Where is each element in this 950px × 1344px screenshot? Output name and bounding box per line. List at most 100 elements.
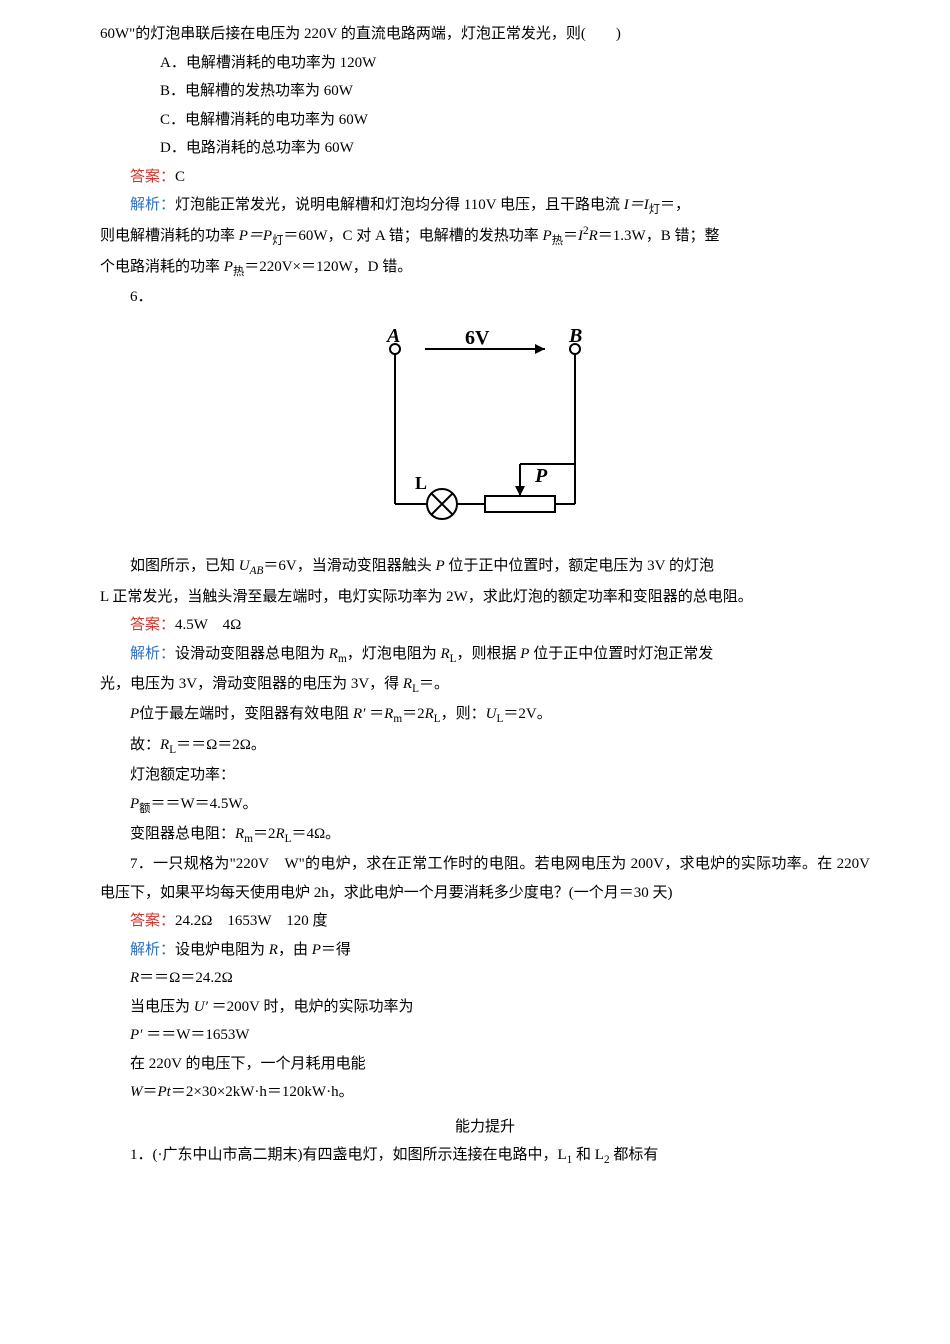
var: U xyxy=(239,558,250,574)
q6-answer-text: 4.5W 4Ω xyxy=(175,617,241,633)
sub: 灯 xyxy=(649,204,660,216)
var: I＝I xyxy=(624,197,649,213)
text: ＝得 xyxy=(321,942,351,958)
q7-a-line4: P′ ＝＝W＝1653W xyxy=(100,1021,870,1050)
fig-volt: 6V xyxy=(465,327,490,349)
sub: 额 xyxy=(139,803,150,815)
analysis-label: 解析： xyxy=(130,942,175,958)
var: R xyxy=(160,737,169,753)
text: 当电压为 xyxy=(130,999,194,1015)
q5-answer: 答案：C xyxy=(100,163,870,192)
var: U′ xyxy=(194,999,208,1015)
q7-a-line6: W＝Pt＝2×30×2kW·h＝120kW·h。 xyxy=(100,1078,870,1107)
q6-number: 6． xyxy=(100,283,870,312)
var: P xyxy=(312,942,321,958)
q6-answer: 答案：4.5W 4Ω xyxy=(100,611,870,640)
var: R xyxy=(130,970,139,986)
text: ＝ xyxy=(143,1084,158,1100)
var: R xyxy=(235,826,244,842)
q7-answer: 答案：24.2Ω 1653W 120 度 xyxy=(100,907,870,936)
text: ＝＝W＝1653W xyxy=(142,1027,249,1043)
text: ，由 xyxy=(278,942,312,958)
var: R xyxy=(384,706,393,722)
var: R xyxy=(269,942,278,958)
q6-a-line2: 光，电压为 3V，滑动变阻器的电压为 3V，得 RL＝。 xyxy=(100,670,870,700)
answer-label: 答案： xyxy=(130,913,175,929)
sub: 热 xyxy=(552,235,563,247)
text: 灯泡能正常发光，说明电解槽和灯泡均分得 110V 电压，且干路电流 xyxy=(175,197,624,213)
text: ＝， xyxy=(660,197,690,213)
var: R xyxy=(440,646,449,662)
text: ，则： xyxy=(441,706,486,722)
var: R xyxy=(275,826,284,842)
q7-a-line2: R＝＝Ω＝24.2Ω xyxy=(100,964,870,993)
fig-A: A xyxy=(385,325,400,347)
circuit-figure: A B 6V L xyxy=(100,324,870,545)
text: ＝＝Ω＝2Ω。 xyxy=(176,737,266,753)
sub: L xyxy=(434,713,441,725)
text: ＝ xyxy=(365,706,384,722)
q5-analysis-line2: 则电解槽消耗的功率 P＝P灯＝60W，C 对 A 错；电解槽的发热功率 P热＝I… xyxy=(100,221,870,252)
var: P xyxy=(130,706,139,722)
var: R xyxy=(589,228,598,244)
text: 位于正中位置时灯泡正常发 xyxy=(529,646,713,662)
q6-stem-line1: 如图所示，已知 UAB＝6V，当滑动变阻器触头 P 位于正中位置时，额定电压为 … xyxy=(100,552,870,582)
sub: 灯 xyxy=(272,235,283,247)
q7-stem: 7．一只规格为"220V W"的电炉，求在正常工作时的电阻。若电网电压为 200… xyxy=(100,850,870,907)
var: P xyxy=(435,558,444,574)
text: ＝4Ω。 xyxy=(292,826,341,842)
text: 和 L xyxy=(572,1147,604,1163)
fig-P: P xyxy=(534,465,548,487)
text: ＝＝Ω＝24.2Ω xyxy=(139,970,233,986)
q5-answer-text: C xyxy=(175,169,185,185)
q7-answer-text: 24.2Ω 1653W 120 度 xyxy=(175,913,328,929)
text: 如图所示，已知 xyxy=(130,558,239,574)
section-title: 能力提升 xyxy=(100,1113,870,1142)
fig-B: B xyxy=(568,325,582,347)
text: ＝ xyxy=(563,228,578,244)
text: 位于最左端时，变阻器有效电阻 xyxy=(139,706,353,722)
text: 设电炉电阻为 xyxy=(175,942,269,958)
text: ＝1.3W，B 错；整 xyxy=(598,228,720,244)
text: ＝＝W＝4.5W。 xyxy=(150,796,257,812)
sub: L xyxy=(412,683,419,695)
q5-option-d: D．电路消耗的总功率为 60W xyxy=(100,134,870,163)
text: 故： xyxy=(130,737,160,753)
text: ＝。 xyxy=(419,676,449,692)
var: P xyxy=(543,228,552,244)
text: ＝220V×＝120W，D 错。 xyxy=(244,259,412,275)
text: ＝200V 时，电炉的实际功率为 xyxy=(208,999,414,1015)
var: U xyxy=(486,706,497,722)
analysis-label: 解析： xyxy=(130,646,175,662)
circuit-svg: A B 6V L xyxy=(355,324,615,534)
var: Pt xyxy=(158,1084,171,1100)
q7-a-line3: 当电压为 U′ ＝200V 时，电炉的实际功率为 xyxy=(100,993,870,1022)
sub: AB xyxy=(250,565,264,577)
text: 光，电压为 3V，滑动变阻器的电压为 3V，得 xyxy=(100,676,403,692)
sub: m xyxy=(338,653,347,665)
document-page: 60W"的灯泡串联后接在电压为 220V 的直流电路两端，灯泡正常发光，则( )… xyxy=(0,0,950,1344)
sub: L xyxy=(285,833,292,845)
q6-a-line7: 变阻器总电阻：Rm＝2RL＝4Ω。 xyxy=(100,820,870,850)
sub: m xyxy=(244,833,253,845)
text: 个电路消耗的功率 xyxy=(100,259,224,275)
q5-option-b: B．电解槽的发热功率为 60W xyxy=(100,77,870,106)
text: 变阻器总电阻： xyxy=(130,826,235,842)
text: ＝6V，当滑动变阻器触头 xyxy=(263,558,435,574)
text: ＝60W，C 对 A 错；电解槽的发热功率 xyxy=(283,228,542,244)
var: P′ xyxy=(130,1027,142,1043)
text: ＝2×30×2kW·h＝120kW·h。 xyxy=(171,1084,354,1100)
var: P xyxy=(130,796,139,812)
q5-option-c: C．电解槽消耗的电功率为 60W xyxy=(100,106,870,135)
q6-a-line6: P额＝＝W＝4.5W。 xyxy=(100,790,870,820)
text: ，则根据 xyxy=(457,646,521,662)
var: R xyxy=(403,676,412,692)
q6-a-line5: 灯泡额定功率： xyxy=(100,761,870,790)
text: 设滑动变阻器总电阻为 xyxy=(175,646,329,662)
answer-label: 答案： xyxy=(130,617,175,633)
fig-L: L xyxy=(415,473,427,493)
text: ＝2 xyxy=(402,706,425,722)
text: ＝2 xyxy=(253,826,276,842)
sub: L xyxy=(450,653,457,665)
q6-a-line3: P位于最左端时，变阻器有效电阻 R′ ＝Rm＝2RL，则：UL＝2V。 xyxy=(100,700,870,730)
